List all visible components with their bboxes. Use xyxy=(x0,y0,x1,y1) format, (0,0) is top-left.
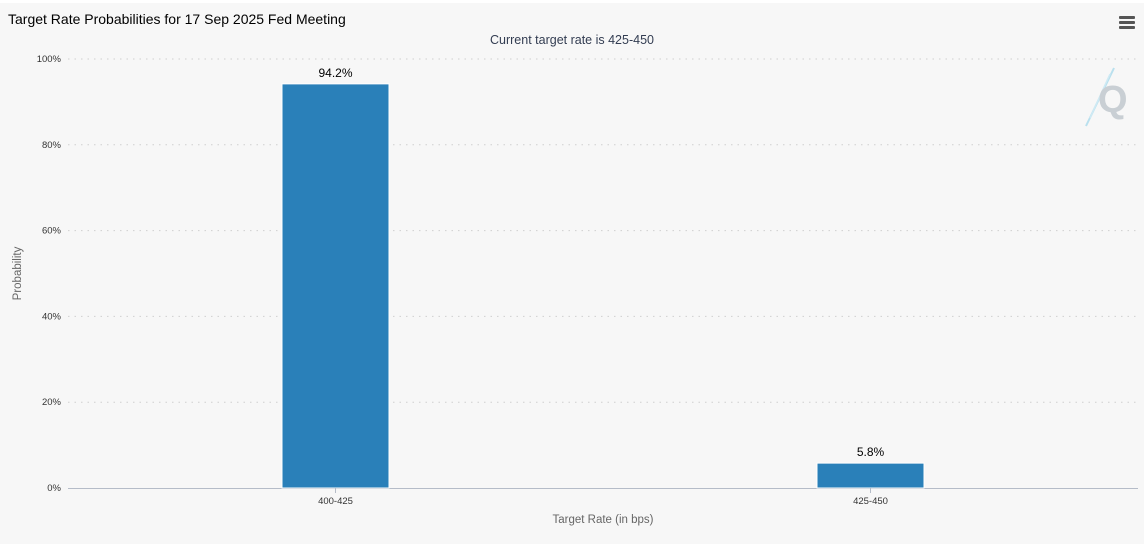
y-tick-label: 20% xyxy=(42,397,62,408)
bar-425-450 xyxy=(816,462,925,489)
x-tick-label: 425-450 xyxy=(853,496,888,507)
y-tick-label: 80% xyxy=(42,140,62,151)
y-tick-label: 0% xyxy=(47,483,61,494)
data-label: 5.8% xyxy=(857,445,885,459)
data-label: 94.2% xyxy=(318,66,352,80)
top-border xyxy=(0,0,1144,3)
quikstrike-logo-icon: Q xyxy=(1080,66,1132,128)
x-tick-label: 400-425 xyxy=(318,496,353,507)
y-tick-label: 40% xyxy=(42,311,62,322)
svg-text:Q: Q xyxy=(1098,79,1128,121)
chart-subtitle: Current target rate is 425-450 xyxy=(490,33,654,47)
y-tick-label: 60% xyxy=(42,226,62,237)
bar-400-425 xyxy=(281,83,390,489)
chart-header: Target Rate Probabilities for 17 Sep 202… xyxy=(0,3,1144,33)
y-axis-title: Probability xyxy=(12,246,24,300)
hamburger-menu-icon[interactable] xyxy=(1119,16,1135,30)
page-title: Target Rate Probabilities for 17 Sep 202… xyxy=(8,11,346,27)
x-axis-title: Target Rate (in bps) xyxy=(553,514,654,526)
y-tick-label: 100% xyxy=(37,54,62,65)
